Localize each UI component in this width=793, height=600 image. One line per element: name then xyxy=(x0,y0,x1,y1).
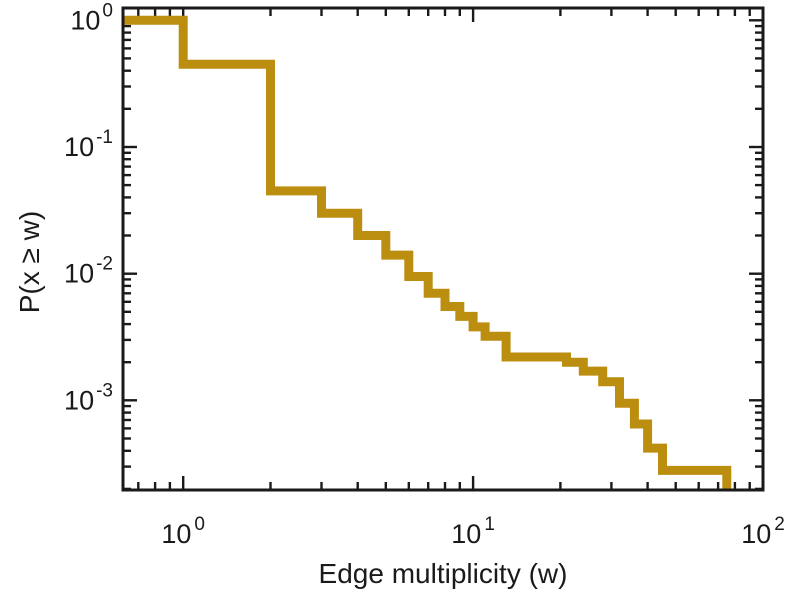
y-axis-label: P(x ≥ w) xyxy=(14,210,45,314)
y-tick-label: 10 -3 xyxy=(64,380,113,415)
y-tick-label: 10 0 xyxy=(70,0,113,35)
axis-ticks xyxy=(123,8,765,491)
ccdf-step-line xyxy=(123,15,732,489)
x-axis-label: Edge multiplicity (w) xyxy=(318,558,568,589)
x-tick-label: 10 1 xyxy=(451,514,495,549)
y-tick-label: 10 -2 xyxy=(64,254,113,289)
x-tick-label: 10 0 xyxy=(161,514,205,549)
plot-frame xyxy=(121,6,765,492)
x-tick-label: 10 2 xyxy=(741,514,785,549)
y-tick-label: 10 -1 xyxy=(64,127,113,162)
